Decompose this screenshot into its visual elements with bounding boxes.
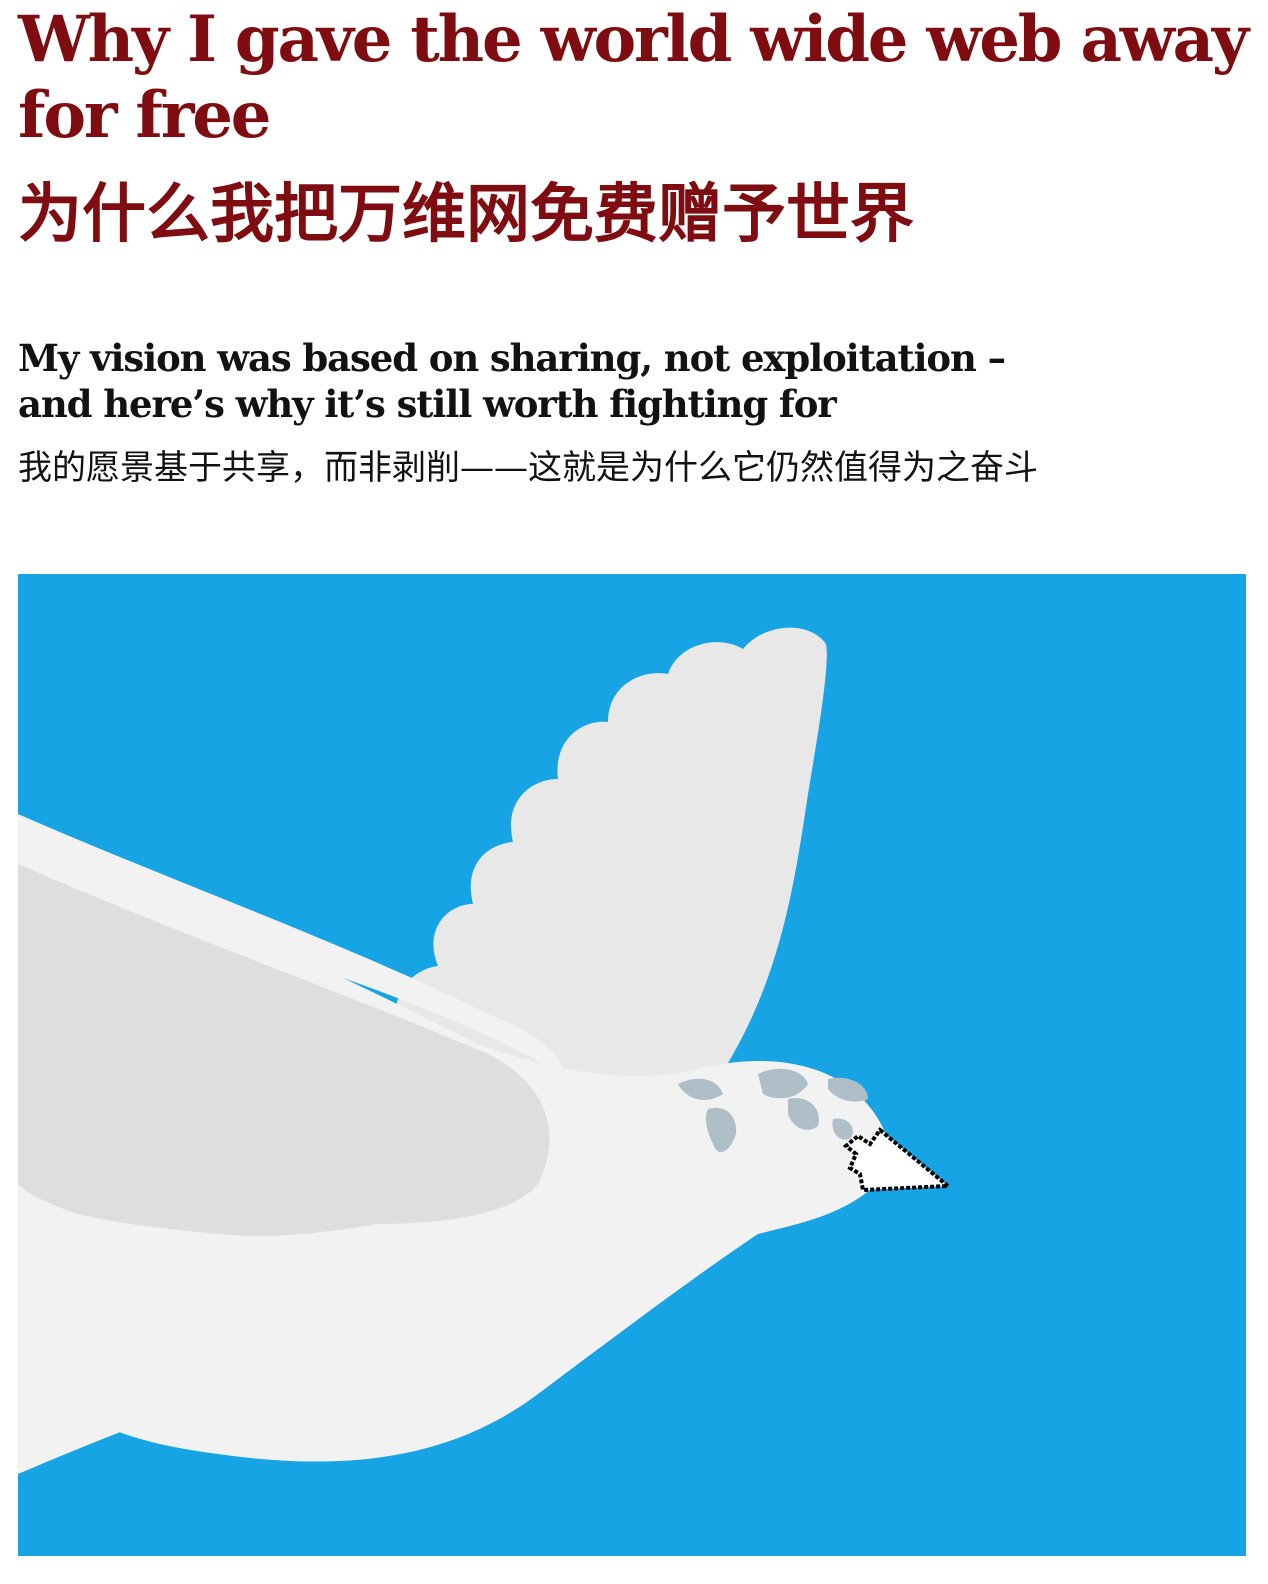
cursor-beak-icon	[842, 1127, 954, 1193]
globe-head	[678, 1068, 868, 1153]
dove-illustration	[18, 627, 954, 1474]
dove-lower-wing	[18, 864, 550, 1236]
standfirst-english: My vision was based on sharing, not expl…	[18, 336, 1006, 426]
dove-lower-wing-highlight	[18, 814, 566, 1079]
headline-english: Why I gave the world wide web away for f…	[18, 2, 1249, 153]
dove-upper-wing	[395, 627, 827, 1114]
headline-chinese: 为什么我把万维网免费赠予世界	[18, 177, 914, 252]
dove-tail	[18, 1326, 378, 1474]
standfirst-chinese: 我的愿景基于共享，而非剥削——这就是为什么它仍然值得为之奋斗	[18, 448, 1038, 488]
hero-image	[18, 574, 1246, 1556]
